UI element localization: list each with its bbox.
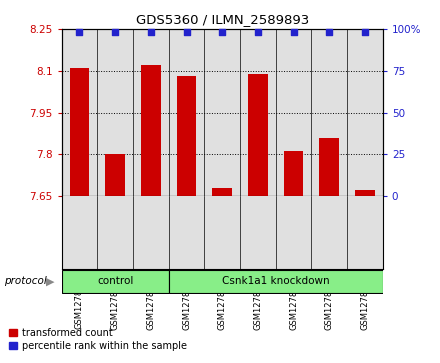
Bar: [213, 188, 232, 196]
FancyBboxPatch shape: [62, 270, 169, 293]
Bar: [141, 65, 161, 196]
Bar: [70, 68, 89, 196]
Point: [326, 29, 333, 35]
Point: [361, 29, 368, 35]
Legend: transformed count, percentile rank within the sample: transformed count, percentile rank withi…: [9, 328, 187, 351]
Text: Csnk1a1 knockdown: Csnk1a1 knockdown: [222, 276, 330, 286]
Bar: [284, 151, 304, 196]
Point: [147, 29, 154, 35]
Bar: [105, 154, 125, 196]
Point: [76, 29, 83, 35]
Point: [183, 29, 190, 35]
Text: control: control: [97, 276, 133, 286]
Text: ▶: ▶: [46, 276, 55, 286]
Point: [219, 29, 226, 35]
Point: [290, 29, 297, 35]
Point: [112, 29, 119, 35]
Title: GDS5360 / ILMN_2589893: GDS5360 / ILMN_2589893: [136, 13, 309, 26]
FancyBboxPatch shape: [169, 270, 383, 293]
Bar: [319, 138, 339, 196]
Bar: [177, 76, 196, 196]
Bar: [248, 74, 268, 196]
Point: [254, 29, 261, 35]
Text: protocol: protocol: [4, 276, 47, 286]
Bar: [355, 191, 375, 196]
